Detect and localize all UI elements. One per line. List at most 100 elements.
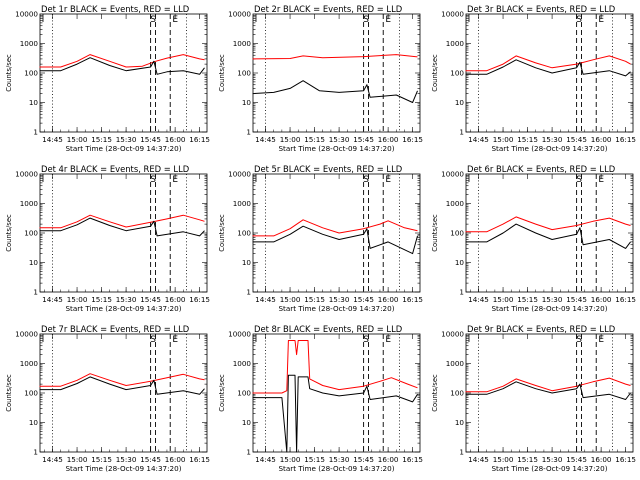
x-tick-label: 16:15 xyxy=(189,455,210,464)
y-tick-label: 10000 xyxy=(15,170,38,179)
y-tick-label: 10 xyxy=(455,258,465,267)
x-axis-label: Start Time (28-Oct-09 14:37:20) xyxy=(279,144,395,153)
chart-title: Det 6r BLACK = Events, RED = LLD xyxy=(467,164,615,174)
marker-e: E xyxy=(172,15,178,25)
x-tick-label: 16:15 xyxy=(189,295,210,304)
y-tick-label: 10000 xyxy=(228,330,251,339)
x-tick-label: 14:45 xyxy=(468,295,489,304)
series-black-line xyxy=(252,80,418,103)
series-black-line xyxy=(465,381,631,400)
x-tick-label: 15:15 xyxy=(517,135,538,144)
marker-s: S xyxy=(363,175,369,185)
y-axis-label: Counts/sec xyxy=(218,54,226,92)
y-tick-label: 10000 xyxy=(441,330,464,339)
marker-s: S xyxy=(576,335,582,345)
y-tick-label: 100 xyxy=(450,389,464,398)
chart-title: Det 9r BLACK = Events, RED = LLD xyxy=(467,324,615,334)
series-red-line xyxy=(252,219,418,237)
x-axis-label: Start Time (28-Oct-09 14:37:20) xyxy=(279,304,395,313)
x-tick-label: 15:15 xyxy=(304,295,325,304)
chart-panel-5: Det 5r BLACK = Events, RED = LLD 1 10 100 10… xyxy=(218,164,423,313)
y-tick-label: 1 xyxy=(246,288,251,297)
plot-frame xyxy=(252,173,421,293)
x-tick-label: 15:00 xyxy=(67,455,88,464)
y-axis-label: Counts/sec xyxy=(431,54,439,92)
x-tick-label: 15:45 xyxy=(566,295,587,304)
y-tick-label: 10000 xyxy=(228,10,251,19)
marker-s: S xyxy=(576,15,582,25)
series-red-line xyxy=(252,340,418,394)
x-axis-label: Start Time (28-Oct-09 14:37:20) xyxy=(279,464,395,473)
y-tick-label: 1 xyxy=(459,128,464,137)
y-axis-label: Counts/sec xyxy=(5,54,13,92)
chart-panel-2: Det 2r BLACK = Events, RED = LLD 1 10 100 10… xyxy=(218,4,423,153)
marker-s: S xyxy=(363,335,369,345)
series-black-line xyxy=(465,223,631,249)
marker-e: E xyxy=(598,15,604,25)
marker-s: S xyxy=(150,15,156,25)
y-tick-label: 100 xyxy=(450,229,464,238)
series-red-line xyxy=(465,55,631,72)
y-tick-label: 1000 xyxy=(446,39,465,48)
y-tick-label: 1 xyxy=(33,288,38,297)
x-tick-label: 15:45 xyxy=(566,135,587,144)
y-tick-label: 1000 xyxy=(446,199,465,208)
chart-title: Det 4r BLACK = Events, RED = LLD xyxy=(41,164,189,174)
x-tick-label: 15:15 xyxy=(304,135,325,144)
x-tick-label: 16:00 xyxy=(378,295,399,304)
y-tick-label: 10 xyxy=(29,258,39,267)
x-tick-label: 15:00 xyxy=(280,455,301,464)
x-tick-label: 16:15 xyxy=(615,135,636,144)
marker-e: E xyxy=(172,175,178,185)
x-tick-label: 15:30 xyxy=(329,455,350,464)
x-tick-label: 15:30 xyxy=(329,135,350,144)
y-tick-label: 100 xyxy=(450,69,464,78)
x-tick-label: 15:30 xyxy=(116,455,137,464)
x-tick-label: 14:45 xyxy=(42,135,63,144)
plot-frame xyxy=(39,333,208,453)
chart-title: Det 8r BLACK = Events, RED = LLD xyxy=(254,324,402,334)
y-tick-label: 100 xyxy=(237,229,251,238)
series-black-line xyxy=(252,374,418,453)
chart-panel-9: Det 9r BLACK = Events, RED = LLD 1 10 100 10… xyxy=(431,324,636,473)
marker-s: S xyxy=(150,335,156,345)
x-tick-label: 15:15 xyxy=(91,135,112,144)
y-tick-label: 10 xyxy=(29,98,39,107)
y-tick-label: 10 xyxy=(455,418,465,427)
y-tick-label: 10000 xyxy=(228,170,251,179)
y-tick-label: 1 xyxy=(246,128,251,137)
x-axis-label: Start Time (28-Oct-09 14:37:20) xyxy=(66,304,182,313)
chart-panel-3: Det 3r BLACK = Events, RED = LLD 1 10 100 10… xyxy=(431,4,636,153)
y-tick-label: 1 xyxy=(246,448,251,457)
y-axis-label: Counts/sec xyxy=(431,374,439,412)
marker-s: S xyxy=(150,175,156,185)
series-red-line xyxy=(465,377,631,393)
y-tick-label: 1000 xyxy=(233,39,252,48)
chart-panel-6: Det 6r BLACK = Events, RED = LLD 1 10 100 10… xyxy=(431,164,636,313)
chart-panel-8: Det 8r BLACK = Events, RED = LLD 1 10 100 10… xyxy=(218,324,423,473)
x-axis-label: Start Time (28-Oct-09 14:37:20) xyxy=(492,304,608,313)
series-red-line xyxy=(252,54,418,60)
x-tick-label: 15:45 xyxy=(353,135,374,144)
y-tick-label: 10 xyxy=(242,98,252,107)
series-black-line xyxy=(39,376,205,395)
plot-frame xyxy=(465,173,634,293)
y-tick-label: 1 xyxy=(459,448,464,457)
series-black-line xyxy=(252,225,418,255)
marker-e: E xyxy=(385,335,391,345)
chart-title: Det 7r BLACK = Events, RED = LLD xyxy=(41,324,189,334)
x-tick-label: 15:45 xyxy=(140,295,161,304)
x-tick-label: 15:45 xyxy=(140,135,161,144)
x-tick-label: 14:45 xyxy=(255,135,276,144)
x-tick-label: 15:45 xyxy=(353,455,374,464)
y-tick-label: 1000 xyxy=(20,359,39,368)
x-tick-label: 15:00 xyxy=(493,135,514,144)
y-axis-label: Counts/sec xyxy=(431,214,439,252)
chart-title: Det 5r BLACK = Events, RED = LLD xyxy=(254,164,402,174)
y-tick-label: 1000 xyxy=(233,199,252,208)
y-tick-label: 1 xyxy=(33,128,38,137)
y-axis-label: Counts/sec xyxy=(218,374,226,412)
series-black-line xyxy=(465,59,631,77)
x-tick-label: 15:00 xyxy=(493,295,514,304)
y-tick-label: 1000 xyxy=(20,39,39,48)
